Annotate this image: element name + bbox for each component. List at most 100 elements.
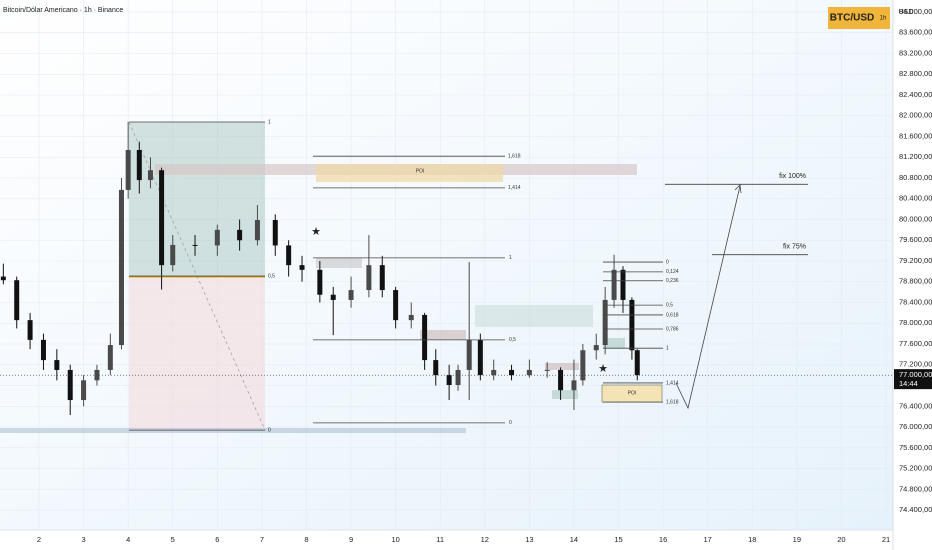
candle-body — [14, 280, 20, 321]
x-tick-label: 7 — [260, 535, 264, 544]
plot-background — [0, 0, 893, 530]
poi-zone — [316, 164, 503, 182]
x-tick-label: 10 — [391, 535, 399, 544]
fib-label: 1,414 — [508, 185, 521, 191]
candle-body — [446, 375, 452, 385]
zone — [475, 305, 593, 327]
x-tick-label: 3 — [81, 535, 85, 544]
x-tick-label: 5 — [171, 535, 175, 544]
candle-body — [147, 170, 153, 181]
y-tick-label: 79.200,00 — [899, 256, 932, 265]
star-icon: ★ — [311, 226, 321, 238]
y-tick-label: 82.800,00 — [899, 69, 932, 78]
candle-body — [629, 299, 635, 351]
candle-body — [330, 294, 336, 300]
symbol-badge — [828, 7, 890, 29]
y-tick-label: 81.200,00 — [899, 152, 932, 161]
fib-label: 1,618 — [508, 154, 521, 160]
x-tick-label: 6 — [215, 535, 219, 544]
arrow-head — [734, 184, 742, 194]
y-tick-label: 79.600,00 — [899, 235, 932, 244]
projection-path — [675, 185, 741, 410]
x-tick-label: 11 — [436, 535, 444, 544]
countdown: 14:44 — [899, 379, 918, 388]
price-axis — [893, 0, 932, 550]
y-tick-label: 78.000,00 — [899, 318, 932, 327]
zone — [420, 330, 466, 340]
candle-body — [558, 369, 564, 391]
y-tick-label: 78.400,00 — [899, 297, 932, 306]
candle-body — [580, 350, 586, 381]
fib-label: 1 — [509, 255, 512, 261]
y-tick-label: 76.400,00 — [899, 401, 932, 410]
candle-body — [125, 149, 131, 190]
star-icon: ★ — [598, 363, 608, 375]
y-tick-label: 84.000,00 — [899, 7, 932, 16]
candle-body — [408, 314, 414, 321]
y-tick-label: 76.000,00 — [899, 422, 932, 431]
symbol: BTC/USD — [830, 13, 874, 24]
fib-label: 1,414 — [666, 380, 679, 386]
y-tick-label: 78.800,00 — [899, 277, 932, 286]
target-label: fix 75% — [783, 244, 806, 251]
chart-title: Bitcoin/Dólar Americano · 1h · Binance — [3, 7, 123, 14]
candle-body — [40, 339, 46, 361]
fib-label: 0,124 — [666, 269, 679, 275]
candle-body — [192, 244, 198, 246]
candle-body — [571, 380, 577, 391]
candle-body — [81, 380, 87, 401]
x-tick-label: 16 — [659, 535, 667, 544]
zone — [545, 363, 579, 370]
x-tick-label: 20 — [837, 535, 845, 544]
y-tick-label: 74.800,00 — [899, 484, 932, 493]
candle-body — [118, 189, 124, 346]
fib-label: 0 — [666, 259, 669, 265]
y-tick-label: 83.200,00 — [899, 48, 932, 57]
candle-body — [254, 220, 260, 241]
y-tick-label: 77.200,00 — [899, 360, 932, 369]
x-tick-label: 12 — [481, 535, 489, 544]
candle-body — [593, 345, 599, 351]
y-tick-label: 82.000,00 — [899, 111, 932, 120]
zone — [603, 338, 625, 348]
candle-body — [526, 369, 532, 376]
candle-body — [272, 220, 278, 246]
candle-body — [214, 229, 220, 246]
y-tick-label: 81.600,00 — [899, 131, 932, 140]
target-label: fix 100% — [779, 173, 806, 180]
last-price-label: 77.000,00 — [899, 370, 932, 379]
loss-zone — [129, 277, 265, 430]
candle-body — [317, 269, 323, 295]
candle-body — [509, 369, 515, 376]
y-tick-label: 75.200,00 — [899, 464, 932, 473]
candle-body — [136, 149, 142, 181]
fib-label: 0,5 — [509, 337, 516, 343]
candle-body — [466, 339, 472, 370]
last-price-box — [894, 369, 932, 390]
fib-label: 1 — [268, 119, 271, 125]
profit-zone — [129, 122, 265, 277]
zone — [316, 258, 362, 268]
candle-body — [433, 360, 439, 376]
candle-body — [611, 269, 617, 300]
candle-body — [159, 170, 165, 266]
x-tick-label: 21 — [882, 535, 890, 544]
fib-label: 0,5 — [666, 302, 673, 308]
currency: USD — [899, 9, 914, 16]
candle-body — [348, 290, 354, 300]
candle-body — [170, 244, 176, 266]
poi-label: POI — [628, 390, 637, 396]
interval: 1h — [880, 16, 887, 22]
y-tick-label: 77.600,00 — [899, 339, 932, 348]
candle-body — [422, 314, 428, 361]
x-tick-label: 13 — [525, 535, 533, 544]
candle-body — [286, 245, 292, 266]
x-tick-label: 2 — [37, 535, 41, 544]
x-tick-label: 9 — [349, 535, 353, 544]
fib-label: 1 — [666, 345, 669, 351]
x-tick-label: 19 — [793, 535, 801, 544]
x-tick-label: 18 — [748, 535, 756, 544]
candle-body — [602, 299, 608, 346]
candle-body — [544, 369, 550, 371]
